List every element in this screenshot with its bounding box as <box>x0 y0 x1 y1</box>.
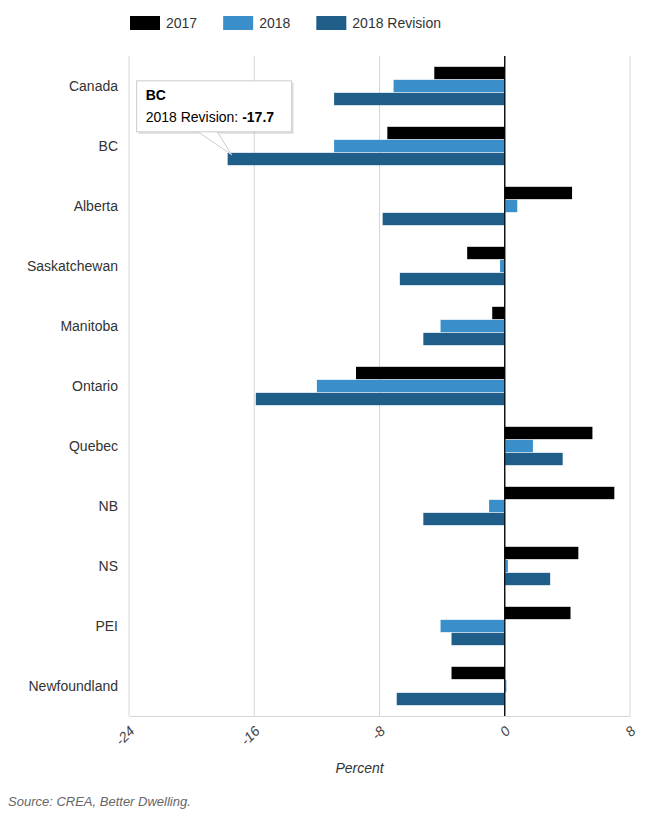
tooltip-label: 2018 Revision: <box>146 109 243 125</box>
category-label: Newfoundland <box>28 678 118 694</box>
bar[interactable] <box>492 307 505 319</box>
legend-label: 2018 Revision <box>352 15 441 31</box>
bar[interactable] <box>441 620 505 632</box>
series-bars <box>228 93 563 705</box>
tooltip-text: 2018 Revision: -17.7 <box>146 109 275 125</box>
bar[interactable] <box>505 607 571 619</box>
legend-swatch <box>223 16 253 30</box>
chart-container: -24 -16 -8 0 8 Canada BC Alberta Saskatchewan Man… <box>0 0 663 816</box>
bar[interactable] <box>505 547 579 559</box>
bar[interactable] <box>505 427 593 439</box>
bar[interactable] <box>505 440 533 452</box>
bar[interactable] <box>356 367 505 379</box>
tick: -16 <box>237 716 263 748</box>
grid-line <box>129 56 130 716</box>
tick: 0 <box>497 716 514 740</box>
bar[interactable] <box>256 393 505 405</box>
legend: 2017 2018 2018 Revision <box>130 15 441 31</box>
legend-label: 2017 <box>166 15 197 31</box>
category-label: BC <box>99 138 118 154</box>
bar[interactable] <box>467 247 505 259</box>
category-label: Ontario <box>72 378 118 394</box>
tick: 8 <box>622 716 639 740</box>
legend-item[interactable]: 2018 <box>223 15 290 31</box>
bar[interactable] <box>423 513 504 525</box>
bar[interactable] <box>505 573 550 585</box>
bars <box>228 67 615 705</box>
bar[interactable] <box>441 320 505 332</box>
axis-line <box>130 716 631 717</box>
x-axis-title: Percent <box>335 760 384 776</box>
grid-line <box>630 56 631 716</box>
bar[interactable] <box>505 453 563 465</box>
bar[interactable] <box>452 633 505 645</box>
category-label: Saskatchewan <box>27 258 118 274</box>
tooltip-title: BC <box>146 87 166 103</box>
bar[interactable] <box>394 80 505 92</box>
bar[interactable] <box>489 500 505 512</box>
bar[interactable] <box>334 93 505 105</box>
category-labels: Canada BC Alberta Saskatchewan Manitoba Ontar… <box>27 78 118 694</box>
tick-label: 8 <box>622 723 639 740</box>
bar[interactable] <box>317 380 505 392</box>
tooltip-box <box>137 81 292 132</box>
category-label: NS <box>99 558 118 574</box>
category-label: NB <box>99 498 118 514</box>
tooltip-value: -17.7 <box>242 109 274 125</box>
annotation: BC 2018 Revision: -17.7 <box>137 81 294 155</box>
zero-line <box>504 56 505 716</box>
zero-line <box>504 56 505 716</box>
bar[interactable] <box>383 213 505 225</box>
category-label: Quebec <box>69 438 118 454</box>
tick-label: -8 <box>368 723 388 743</box>
tick-label: 0 <box>497 723 514 740</box>
tooltip-pointer <box>197 131 232 155</box>
bar[interactable] <box>387 127 504 139</box>
bar[interactable] <box>423 333 504 345</box>
bar[interactable] <box>500 260 505 272</box>
category-label: PEI <box>95 618 118 634</box>
legend-swatch <box>130 16 160 30</box>
legend-item[interactable]: 2017 <box>130 15 197 31</box>
category-label: Canada <box>69 78 118 94</box>
tick-label: -16 <box>237 723 263 749</box>
legend-label: 2018 <box>259 15 290 31</box>
legend-swatch <box>316 16 346 30</box>
bar[interactable] <box>334 140 505 152</box>
source: Source: CREA, Better Dwelling. <box>8 794 191 809</box>
series-bars <box>317 80 533 692</box>
bar[interactable] <box>400 273 505 285</box>
tick-label: -24 <box>112 723 138 749</box>
grid <box>129 56 630 716</box>
bar[interactable] <box>434 67 504 79</box>
bar[interactable] <box>228 153 505 165</box>
category-label: Alberta <box>74 198 119 214</box>
bar[interactable] <box>505 187 572 199</box>
chart-svg: -24 -16 -8 0 8 Canada BC Alberta Saskatchewan Man… <box>0 0 663 816</box>
tick: -8 <box>368 716 388 743</box>
legend-item[interactable]: 2018 Revision <box>316 15 441 31</box>
bar[interactable] <box>452 667 505 679</box>
x-axis: -24 -16 -8 0 8 <box>112 716 639 748</box>
bar[interactable] <box>397 693 505 705</box>
tick: -24 <box>112 716 138 748</box>
bar[interactable] <box>505 200 518 212</box>
category-label: Manitoba <box>60 318 118 334</box>
bar[interactable] <box>505 487 615 499</box>
